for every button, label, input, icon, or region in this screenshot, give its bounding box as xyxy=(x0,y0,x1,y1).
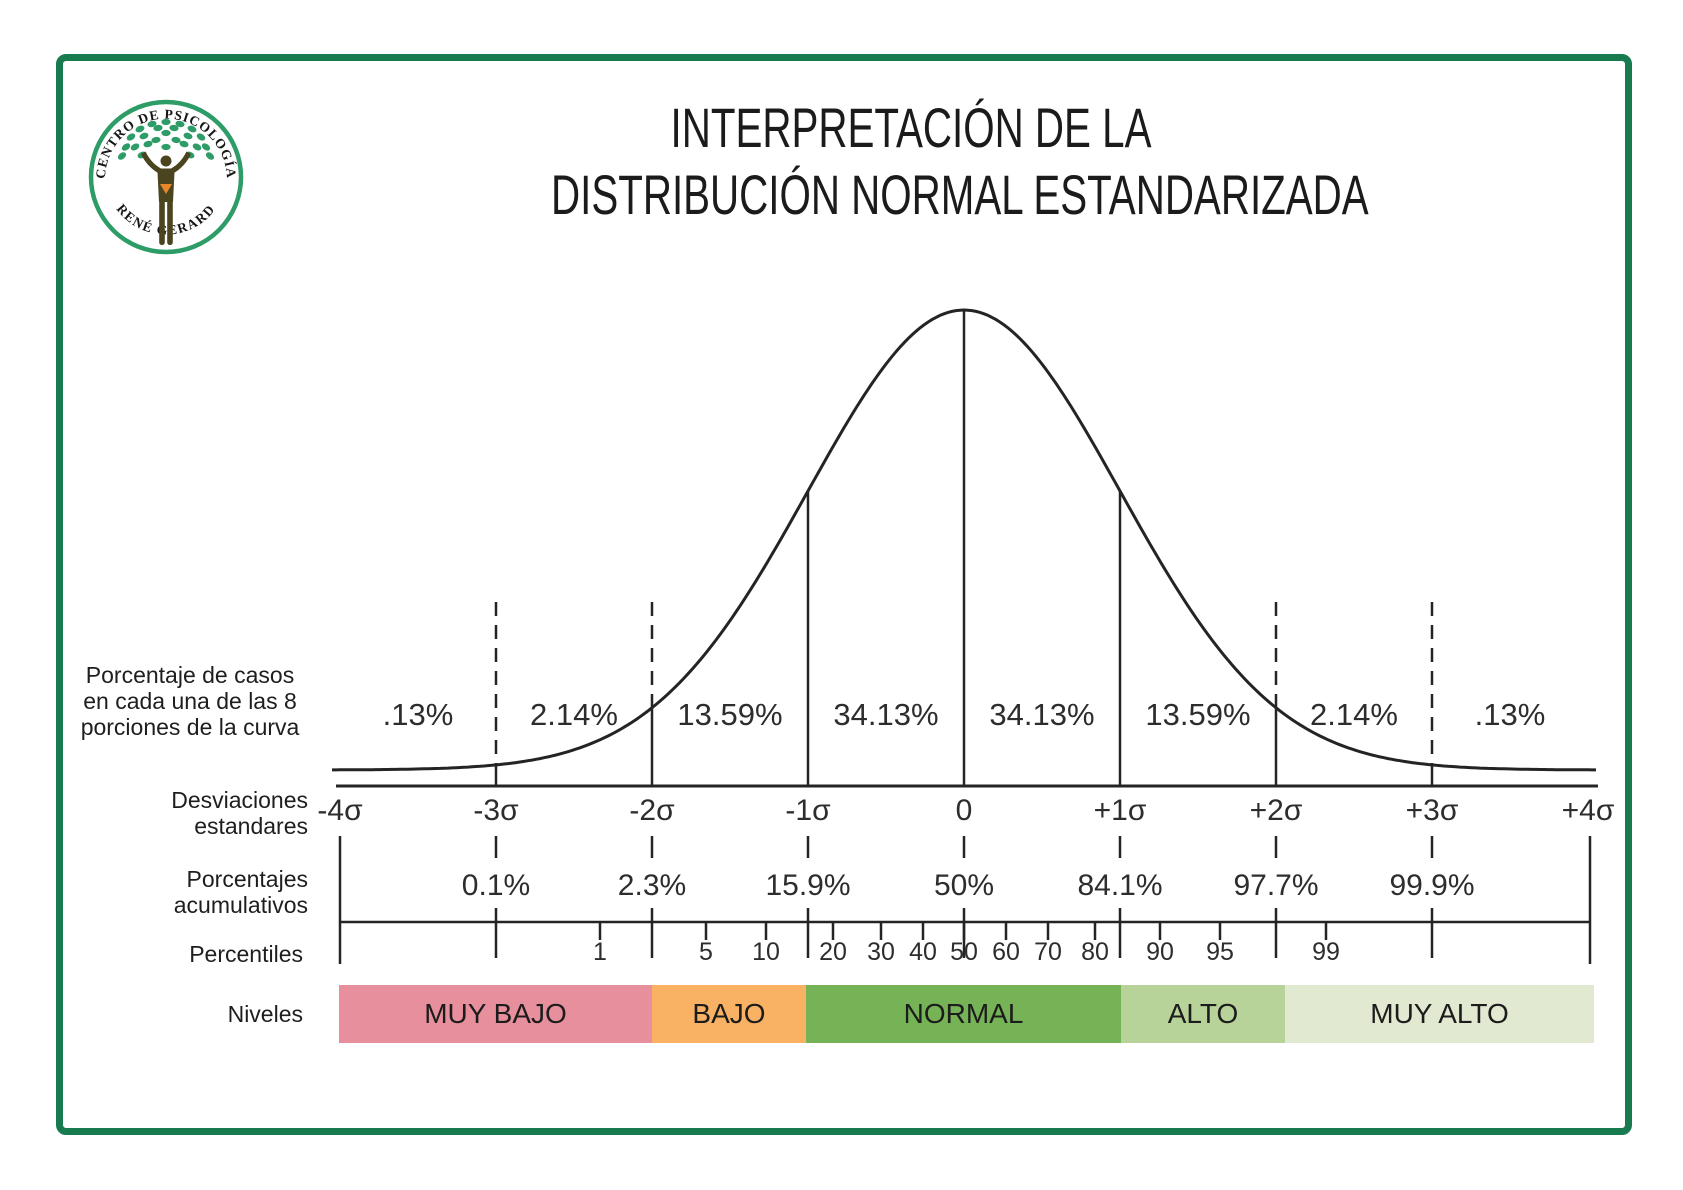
portions-row-label: Porcentaje de casos en cada una de las 8… xyxy=(80,662,300,740)
title-line-1: INTERPRETACIÓN DE LA xyxy=(670,96,1152,159)
percentile-label: 50 xyxy=(950,938,978,966)
percentile-label: 80 xyxy=(1081,938,1109,966)
percentile-label: 5 xyxy=(699,938,713,966)
sigma-tick-label: -1σ xyxy=(785,794,831,827)
cumulative-label: 15.9% xyxy=(765,869,851,902)
portion-label: 34.13% xyxy=(989,697,1095,732)
portion-label: 34.13% xyxy=(833,697,939,732)
sigma-tick-label: +2σ xyxy=(1249,794,1303,827)
percentile-label: 10 xyxy=(752,938,780,966)
level-muy-bajo: MUY BAJO xyxy=(339,985,652,1043)
page-title: INTERPRETACIÓN DE LA DISTRIBUCIÓN NORMAL… xyxy=(551,94,1369,228)
logo-heart xyxy=(160,184,172,194)
cumulative-label: 84.1% xyxy=(1077,869,1163,902)
levels-bar: MUY BAJO BAJO NORMAL ALTO MUY ALTO xyxy=(339,985,1594,1043)
percentile-label: 70 xyxy=(1034,938,1062,966)
sigma-tick-label: +3σ xyxy=(1405,794,1459,827)
cumulative-label: 2.3% xyxy=(617,869,687,902)
cumulative-label: 99.9% xyxy=(1389,869,1475,902)
percentile-label: 95 xyxy=(1206,938,1234,966)
percentile-label: 90 xyxy=(1146,938,1174,966)
levels-row-label: Niveles xyxy=(227,1001,303,1027)
portion-label: 2.14% xyxy=(1310,697,1398,732)
cumulative-label: 50% xyxy=(933,869,995,902)
percentile-label: 40 xyxy=(909,938,937,966)
portion-label: .13% xyxy=(382,697,454,732)
level-normal: NORMAL xyxy=(806,985,1121,1043)
logo: CENTRO DE PSICOLOGÍA RENÉ GERARD xyxy=(88,99,244,255)
sigma-tick-label: -3σ xyxy=(473,794,519,827)
portion-label: 13.59% xyxy=(677,697,783,732)
percentile-label: 60 xyxy=(992,938,1020,966)
title-line-2: DISTRIBUCIÓN NORMAL ESTANDARIZADA xyxy=(551,163,1369,226)
sigma-tick-label: 0 xyxy=(955,794,973,827)
portion-label: .13% xyxy=(1474,697,1546,732)
cumulative-label: 0.1% xyxy=(461,869,531,902)
level-muy-alto: MUY ALTO xyxy=(1285,985,1594,1043)
portion-label: 2.14% xyxy=(530,697,618,732)
percentile-label: 20 xyxy=(819,938,847,966)
sigma-tick-label: -4σ xyxy=(317,794,363,827)
percentile-label: 99 xyxy=(1312,938,1340,966)
sigma-tick-label: +1σ xyxy=(1093,794,1147,827)
cumulative-label: 97.7% xyxy=(1233,869,1319,902)
percentile-label: 1 xyxy=(593,938,607,966)
cumulative-row-label: Porcentajes acumulativos xyxy=(173,866,308,918)
border-frame xyxy=(56,54,1632,1135)
percentile-label: 30 xyxy=(867,938,895,966)
sigma-tick-label: +4σ xyxy=(1561,794,1615,827)
portion-label: 13.59% xyxy=(1145,697,1251,732)
deviations-row-label: Desviaciones estandares xyxy=(171,787,308,839)
level-bajo: BAJO xyxy=(652,985,806,1043)
sigma-tick-label: -2σ xyxy=(629,794,675,827)
percentiles-row-label: Percentiles xyxy=(189,941,303,967)
level-alto: ALTO xyxy=(1121,985,1285,1043)
